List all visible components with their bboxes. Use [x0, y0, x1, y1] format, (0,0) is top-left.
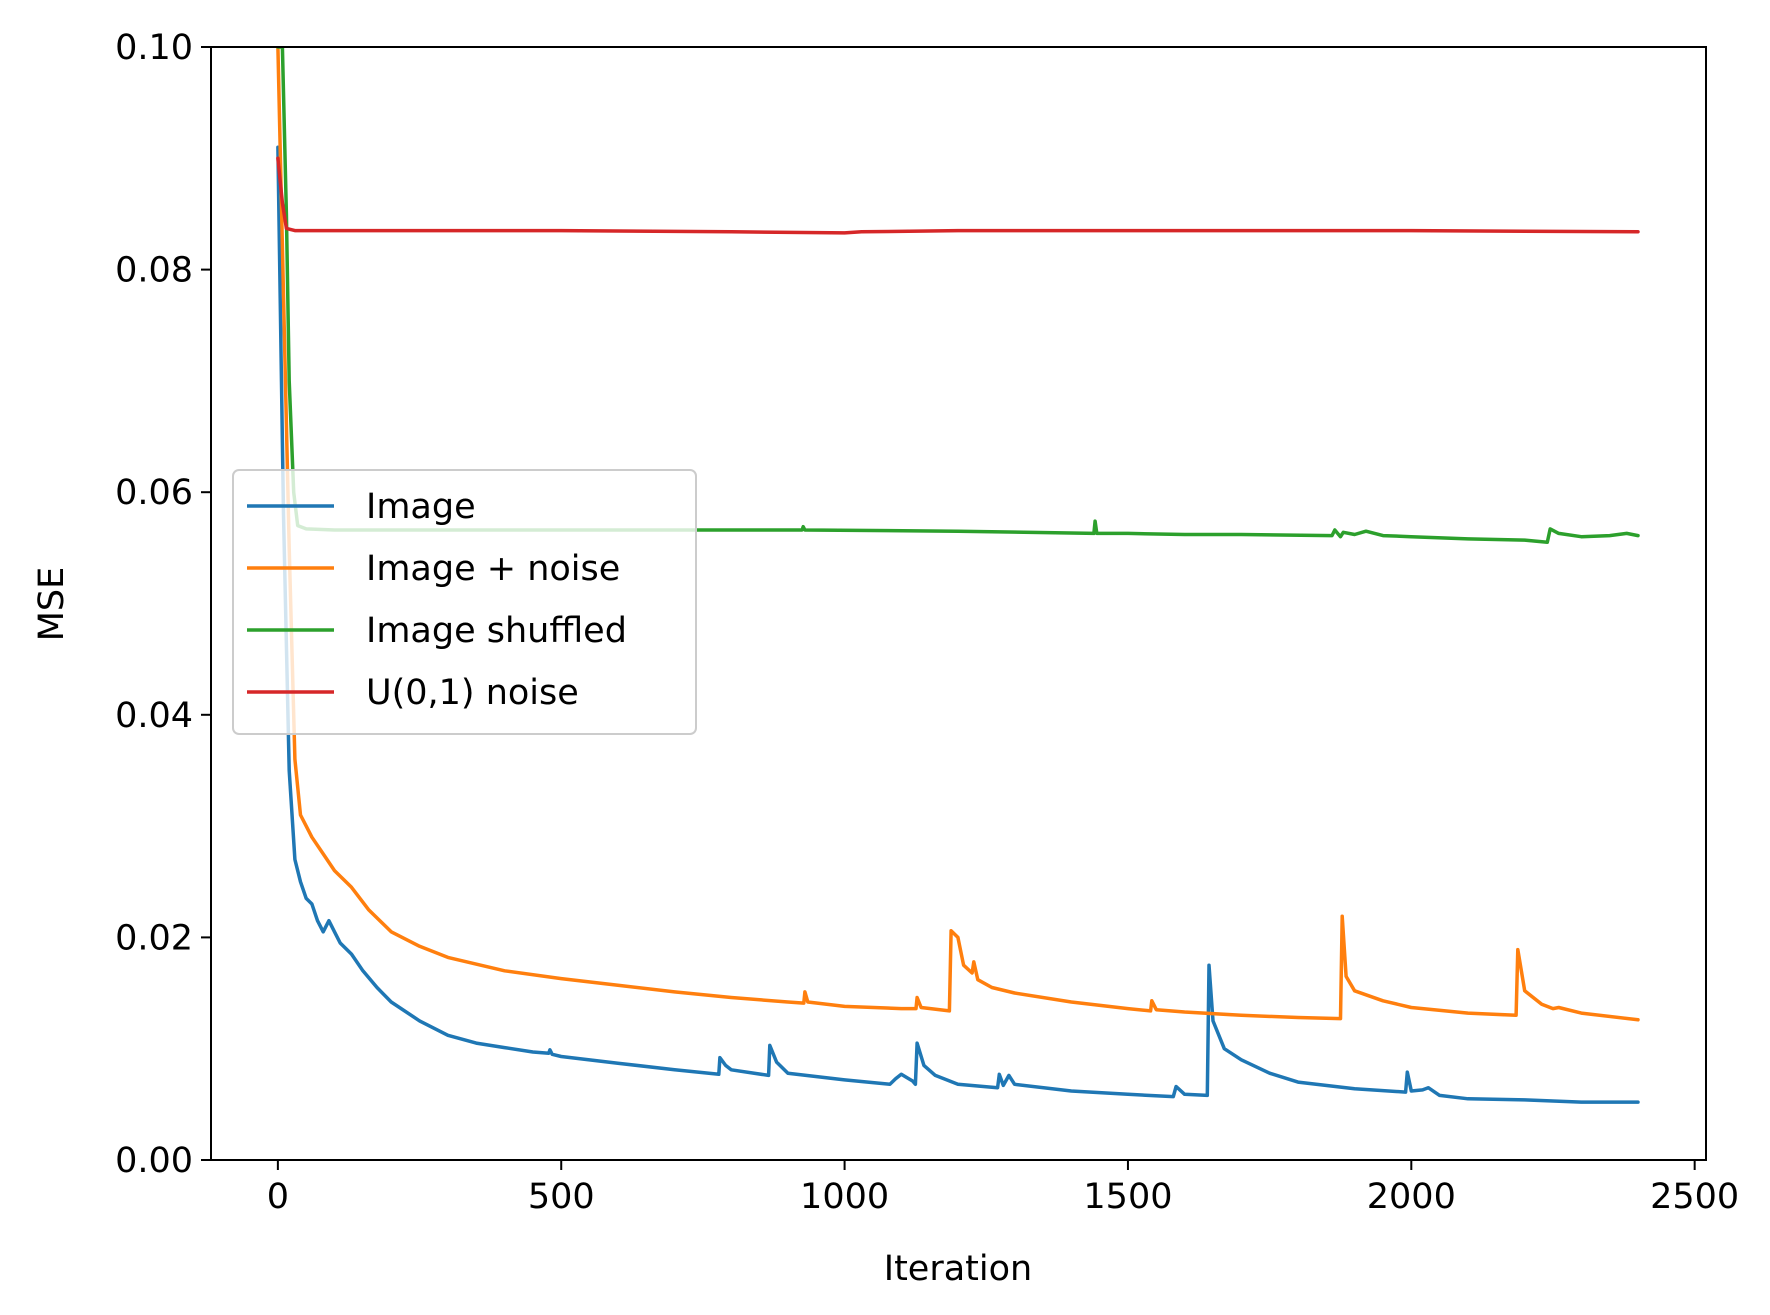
- y-axis-title: MSE: [32, 567, 72, 642]
- x-axis-title: Iteration: [884, 1249, 1032, 1289]
- legend-frame: [232, 469, 697, 735]
- x-tick-label: 0: [267, 1177, 289, 1217]
- x-tick-label: 1000: [800, 1177, 889, 1217]
- series-line-1: [276, 145, 1640, 1104]
- legend-label: Image shuffled: [366, 611, 627, 651]
- legend-label: U(0,1) noise: [366, 673, 579, 713]
- series-line-4: [276, 156, 1640, 235]
- y-axis: 0.00 0.02 0.04 0.06 0.08 0.10: [115, 28, 211, 1181]
- plot-frame: [210, 46, 1707, 1161]
- y-tick-label: 0.04: [115, 696, 193, 736]
- y-tick-label: 0.08: [115, 251, 193, 291]
- series-line-2: [276, 47, 1640, 1022]
- x-tick-label: 1500: [1083, 1177, 1172, 1217]
- y-tick-label: 0.10: [115, 28, 193, 68]
- y-tick-label: 0.00: [115, 1141, 193, 1181]
- y-tick-label: 0.02: [115, 918, 193, 958]
- x-tick-label: 2000: [1367, 1177, 1456, 1217]
- legend-label: Image: [366, 487, 476, 527]
- x-axis: 0 500 1000 1500 2000 2500: [267, 1160, 1739, 1217]
- legend-label: Image + noise: [366, 549, 620, 589]
- x-tick-label: 2500: [1650, 1177, 1739, 1217]
- x-tick-label: 500: [528, 1177, 595, 1217]
- y-tick-label: 0.06: [115, 473, 193, 513]
- legend: Image Image + noise Image shuffled U(0,1) n…: [232, 469, 697, 735]
